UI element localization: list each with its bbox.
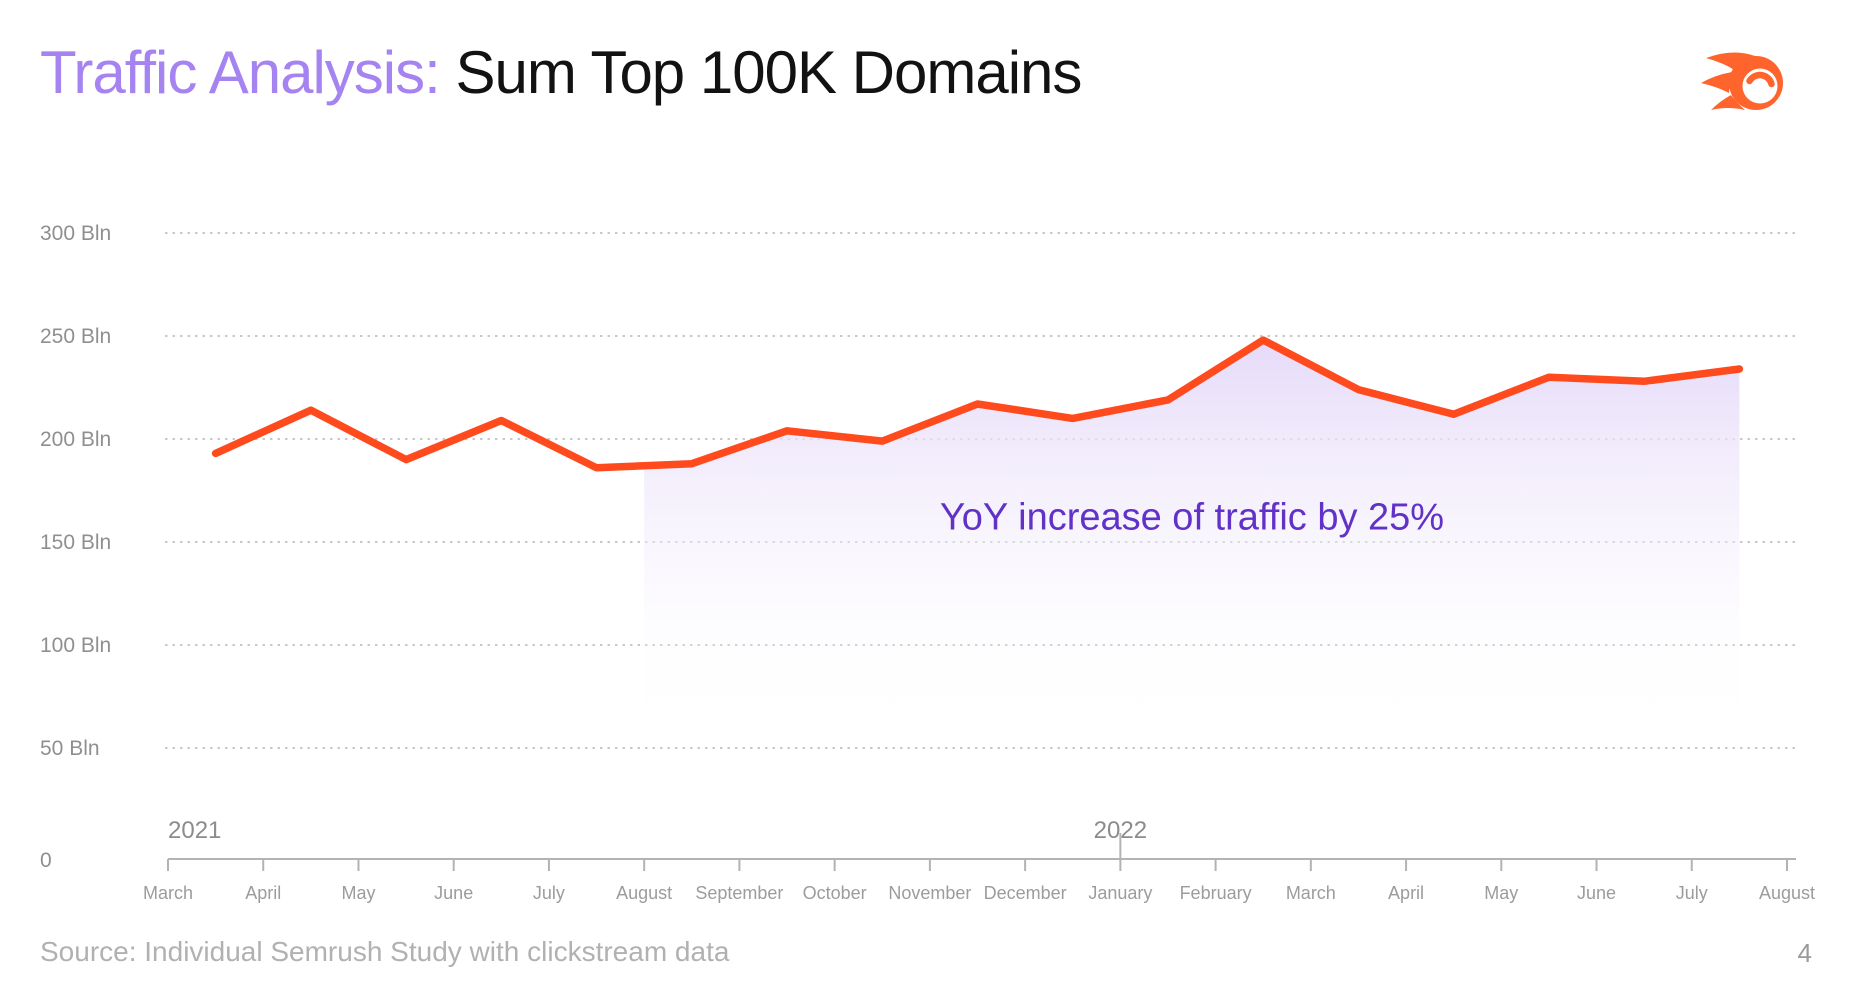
y-axis-label: 200 Bln <box>40 428 111 451</box>
x-axis-label: September <box>695 883 783 903</box>
page-number: 4 <box>1797 938 1812 968</box>
semrush-logo <box>1701 52 1783 110</box>
yoy-annotation: YoY increase of traffic by 25% <box>939 496 1445 539</box>
title-main: Sum Top 100K Domains <box>439 39 1082 106</box>
semrush-flame-icon <box>1701 52 1783 110</box>
x-axis-label: April <box>1388 883 1424 903</box>
x-axis-label: August <box>616 883 672 903</box>
x-axis-label: November <box>888 883 971 903</box>
x-axis-label: May <box>341 883 375 903</box>
source-text: Source: Individual Semrush Study with cl… <box>40 936 730 967</box>
x-axis-label: March <box>1286 883 1336 903</box>
y-axis-label: 100 Bln <box>40 634 111 657</box>
page-title: Traffic Analysis: Sum Top 100K Domains <box>40 38 1082 107</box>
x-axis-label: June <box>1577 883 1616 903</box>
x-axis-label: December <box>984 883 1067 903</box>
x-axis-label: October <box>803 883 867 903</box>
y-axis-label: 50 Bln <box>40 737 100 760</box>
x-axis-label: March <box>143 883 193 903</box>
x-axis-label: July <box>1676 883 1708 903</box>
y-axis-zero-label: 0 <box>40 849 52 872</box>
y-axis-label: 300 Bln <box>40 222 111 245</box>
title-accent: Traffic Analysis: <box>40 39 441 106</box>
year-label: 2021 <box>168 817 221 844</box>
x-axis-label: April <box>245 883 281 903</box>
traffic-line <box>211 336 1744 472</box>
y-axis-label: 250 Bln <box>40 325 111 348</box>
x-axis-label: July <box>533 883 565 903</box>
x-axis-label: May <box>1484 883 1518 903</box>
x-axis-label: January <box>1088 883 1152 903</box>
x-axis-label: June <box>434 883 473 903</box>
x-axis-label: August <box>1759 883 1815 903</box>
x-axis-label: February <box>1180 883 1252 903</box>
highlight-area <box>644 340 1740 742</box>
year-label: 2022 <box>1094 817 1147 844</box>
y-axis-label: 150 Bln <box>40 531 111 554</box>
